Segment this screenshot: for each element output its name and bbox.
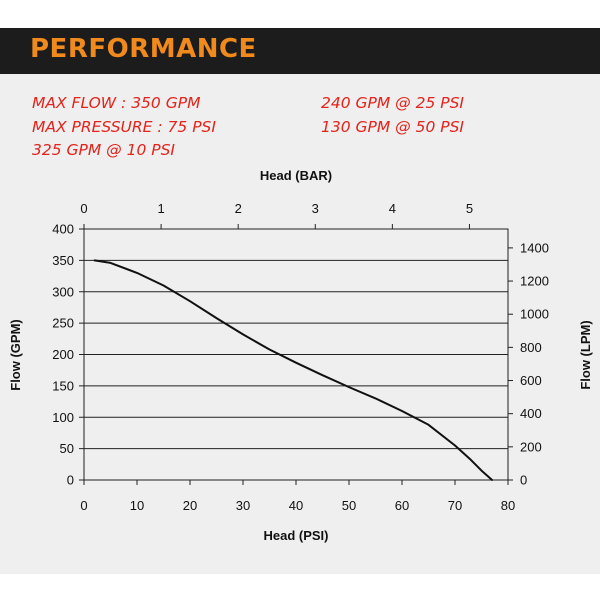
performance-curve-0 <box>93 259 494 481</box>
y2-tick-label-3: 600 <box>520 373 542 388</box>
x-tick-label-5: 50 <box>342 498 356 513</box>
chart-frame <box>0 28 600 574</box>
y-tick-label-8: 400 <box>52 222 74 237</box>
x2-tick-label-1: 1 <box>157 201 164 216</box>
x-tick-label-4: 40 <box>289 498 303 513</box>
x2-tick-label-2: 2 <box>235 201 242 216</box>
chart-series <box>93 259 494 481</box>
y-tick-label-4: 200 <box>52 347 74 362</box>
x2-tick-label-4: 4 <box>389 201 396 216</box>
chart-grid <box>84 228 508 481</box>
y-tick-label-3: 150 <box>52 378 74 393</box>
spec-point-10psi: 325 GPM @ 10 PSI <box>32 141 176 159</box>
y2-tick-label-4: 800 <box>520 340 542 355</box>
y2-axis-title: Flow (LPM) <box>578 320 593 389</box>
header-title: PERFORMANCE <box>30 34 257 64</box>
y-tick-label-7: 350 <box>52 253 74 268</box>
spec-point-50psi: 130 GPM @ 50 PSI <box>321 118 465 136</box>
x2-tick-label-3: 3 <box>312 201 319 216</box>
x-tick-label-3: 30 <box>236 498 250 513</box>
y-tick-label-2: 100 <box>52 410 74 425</box>
x2-tick-label-5: 5 <box>466 201 473 216</box>
x2-tick-label-0: 0 <box>80 201 87 216</box>
header-banner <box>0 28 600 74</box>
y-tick-label-6: 300 <box>52 284 74 299</box>
y2-tick-label-2: 400 <box>520 406 542 421</box>
x-tick-label-0: 0 <box>80 498 87 513</box>
x2-axis-title: Head (BAR) <box>260 168 332 183</box>
y-axis-title: Flow (GPM) <box>8 319 23 391</box>
y2-tick-label-6: 1200 <box>520 274 549 289</box>
x-axis-title: Head (PSI) <box>263 528 328 543</box>
x-tick-label-8: 80 <box>501 498 515 513</box>
y-tick-label-0: 0 <box>67 473 74 488</box>
spec-max-flow: MAX FLOW : 350 GPM <box>32 94 201 112</box>
x-tick-label-7: 70 <box>448 498 462 513</box>
x-tick-label-2: 20 <box>183 498 197 513</box>
spec-max-pressure: MAX PRESSURE : 75 PSI <box>32 118 216 136</box>
spec-point-25psi: 240 GPM @ 25 PSI <box>321 94 465 112</box>
y2-tick-label-1: 200 <box>520 439 542 454</box>
y2-tick-label-0: 0 <box>520 473 527 488</box>
x-tick-label-1: 10 <box>130 498 144 513</box>
y-tick-label-1: 50 <box>60 441 74 456</box>
y-tick-label-5: 250 <box>52 316 74 331</box>
x-tick-label-6: 60 <box>395 498 409 513</box>
y2-tick-label-5: 1000 <box>520 307 549 322</box>
y2-tick-label-7: 1400 <box>520 240 549 255</box>
